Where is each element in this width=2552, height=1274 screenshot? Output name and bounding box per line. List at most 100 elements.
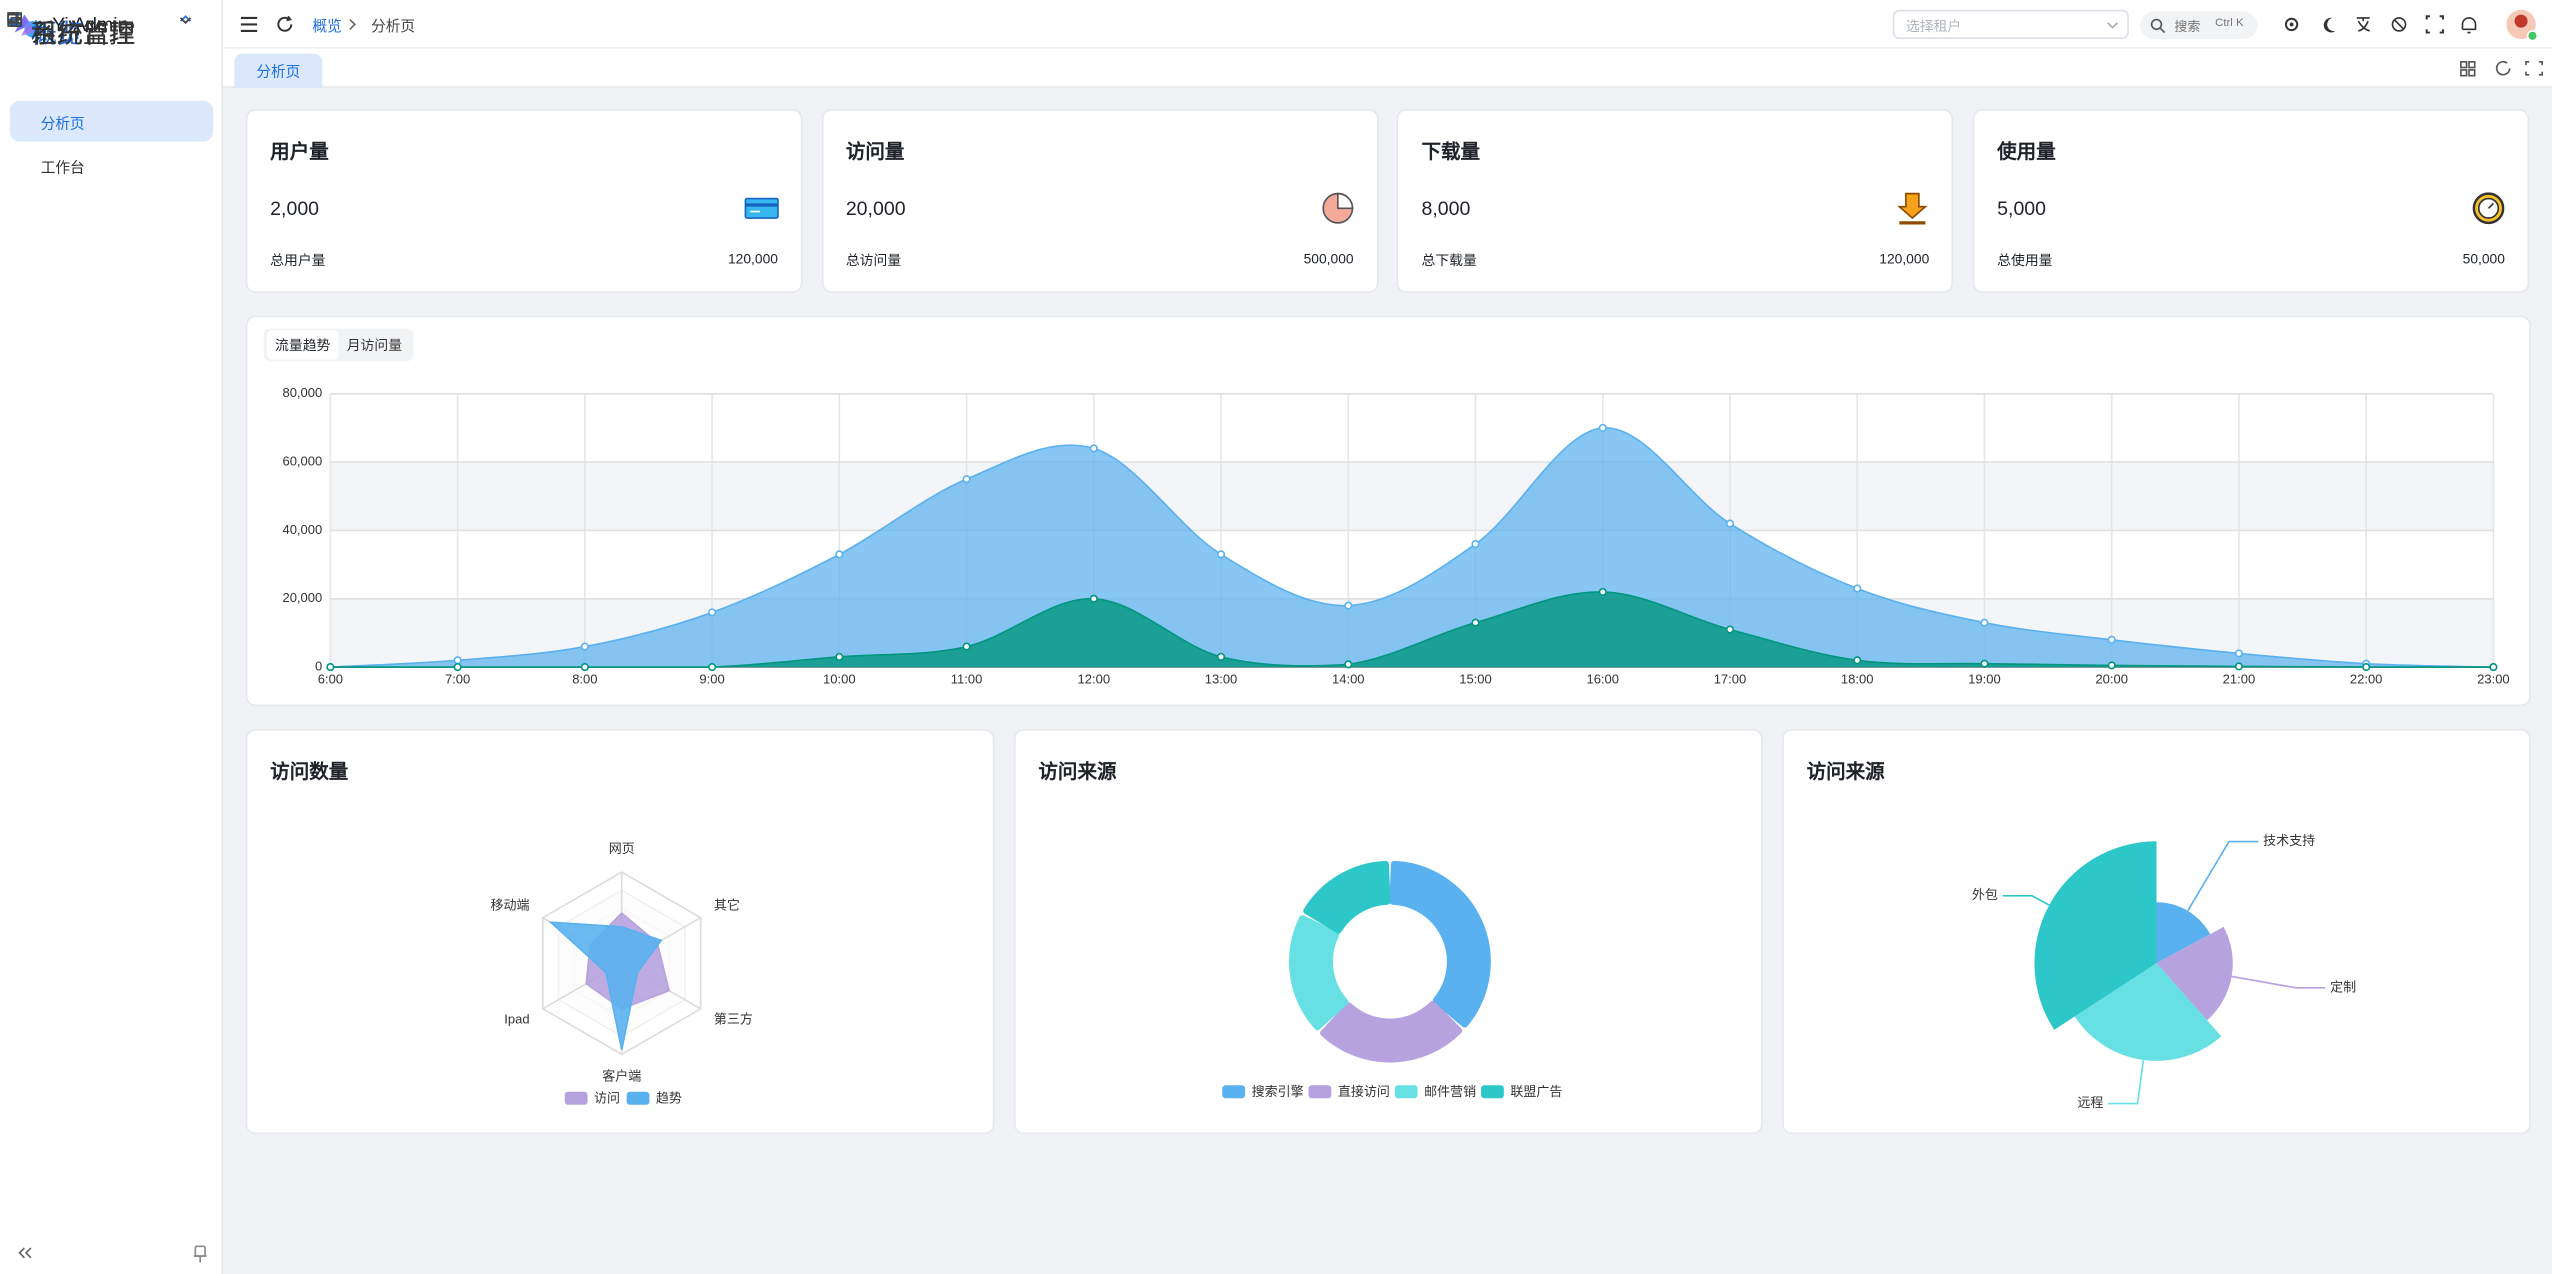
trend-panel: 6:00 7:00 8:00 9:00 10:00 11:00 12:00 13:00 14:0… bbox=[245, 315, 2531, 707]
indicator-label: Ipad bbox=[504, 1012, 529, 1027]
point bbox=[2362, 663, 2371, 672]
indicator-label: 移动端 bbox=[491, 898, 530, 913]
tab-bar: 分析页 bbox=[222, 48, 2552, 88]
menu-label: 租户管理 bbox=[30, 21, 136, 49]
card-icon bbox=[1321, 192, 1353, 224]
legend-swatch bbox=[564, 1091, 588, 1105]
point bbox=[1853, 584, 1862, 593]
tenant-select[interactable]: 选择租户 bbox=[1892, 9, 2129, 40]
y-tick-label: 60,000 bbox=[282, 454, 322, 469]
point bbox=[453, 656, 462, 665]
stat-card: 下载量 8,000 总下载量 120,000 bbox=[1397, 109, 1954, 293]
card-total-label: 总下载量 bbox=[1421, 252, 1477, 269]
legend-label: 访问 bbox=[594, 1091, 620, 1106]
rose-slice bbox=[2156, 926, 2233, 1021]
x-tick-label: 12:00 bbox=[1078, 672, 1111, 687]
submenu-item[interactable]: 工作台 bbox=[10, 145, 213, 186]
point bbox=[326, 663, 335, 672]
pin-button[interactable] bbox=[189, 1243, 212, 1263]
pie-slice bbox=[1389, 860, 1491, 1028]
point bbox=[1725, 625, 1735, 634]
search-label: 搜索 bbox=[2174, 19, 2201, 35]
legend-label: 搜索引擎 bbox=[1252, 1084, 1304, 1099]
card-total-label: 总用户量 bbox=[270, 252, 326, 269]
legend-swatch bbox=[1481, 1085, 1504, 1099]
point bbox=[708, 663, 717, 672]
indicator-label: 其它 bbox=[714, 898, 740, 913]
header: 概览 分析页 选择租户 搜索 Ctrl K bbox=[222, 0, 2552, 49]
x-tick-label: 7:00 bbox=[445, 672, 470, 687]
x-tick-label: 10:00 bbox=[823, 672, 856, 687]
card-total-label: 总使用量 bbox=[1997, 252, 2053, 269]
x-tick-label: 19:00 bbox=[1968, 672, 2001, 687]
stat-card: 使用量 5,000 总使用量 50,000 bbox=[1972, 109, 2530, 293]
legend-swatch bbox=[1222, 1085, 1246, 1099]
label-line bbox=[2187, 840, 2259, 912]
x-tick-label: 16:00 bbox=[1586, 672, 1619, 687]
point bbox=[835, 550, 844, 559]
sidebar: Yi Admin 概览 分析页 工作台 系统管理 系统监控 租户管理 bbox=[0, 0, 223, 1274]
point bbox=[2234, 649, 2244, 658]
chart-tab[interactable]: 流量趋势 bbox=[266, 330, 339, 360]
x-tick-label: 9:00 bbox=[699, 672, 724, 687]
point bbox=[962, 475, 971, 484]
card-icon bbox=[1897, 192, 1929, 225]
slice-label: 技术支持 bbox=[2263, 833, 2315, 848]
x-tick-label: 21:00 bbox=[2223, 672, 2256, 687]
point bbox=[1853, 656, 1862, 665]
point bbox=[1471, 618, 1480, 627]
point bbox=[1216, 652, 1226, 661]
submenu-item[interactable]: 分析页 bbox=[9, 100, 214, 142]
tenant-placeholder: 选择租户 bbox=[1905, 17, 1962, 35]
x-tick-label: 6:00 bbox=[318, 672, 343, 687]
stat-card: 访问量 20,000 总访问量 500,000 bbox=[821, 109, 1379, 293]
stat-card: 用户量 2,000 总用户量 120,000 bbox=[245, 109, 803, 293]
indicator-label: 客户端 bbox=[602, 1069, 641, 1084]
x-tick-label: 17:00 bbox=[1714, 672, 1747, 687]
menu-toggle[interactable] bbox=[239, 15, 259, 35]
point bbox=[708, 608, 717, 617]
x-tick-label: 20:00 bbox=[2095, 672, 2128, 687]
legend-swatch bbox=[626, 1091, 650, 1105]
rose-slice bbox=[2156, 902, 2211, 964]
point bbox=[1089, 444, 1098, 453]
point bbox=[1344, 660, 1353, 669]
x-tick-label: 22:00 bbox=[2350, 672, 2383, 687]
indicator-label: 网页 bbox=[609, 841, 635, 856]
legend-label: 直接访问 bbox=[1338, 1084, 1390, 1099]
pie-panel: 搜索引擎 直接访问 邮件营销 联盟广告 访问来源 bbox=[1013, 728, 1763, 1135]
point bbox=[2489, 663, 2498, 672]
legend-swatch bbox=[1308, 1085, 1332, 1099]
card-value: 2,000 bbox=[270, 196, 320, 220]
panel-title: 访问来源 bbox=[1806, 759, 1885, 783]
point bbox=[2107, 635, 2116, 644]
y-tick-label: 40,000 bbox=[282, 522, 322, 537]
line-chart: 6:00 7:00 8:00 9:00 10:00 11:00 12:00 13:00 14:0… bbox=[282, 385, 2509, 687]
slice-label: 远程 bbox=[2077, 1095, 2103, 1110]
breadcrumb-link[interactable]: 概览 bbox=[312, 17, 342, 35]
collapse-button[interactable] bbox=[13, 1243, 36, 1263]
card-total: 120,000 bbox=[727, 250, 778, 267]
rose-slice bbox=[2034, 841, 2157, 1030]
indicator-label: 第三方 bbox=[714, 1012, 753, 1027]
point bbox=[1598, 587, 1607, 597]
user-avatar[interactable] bbox=[2505, 8, 2541, 44]
chart-tab[interactable]: 月访问量 bbox=[346, 336, 403, 354]
refresh-button[interactable] bbox=[275, 15, 295, 35]
toolbar-icons[interactable] bbox=[2282, 15, 2542, 36]
search-box[interactable]: 搜索 Ctrl K bbox=[2140, 11, 2258, 40]
area bbox=[330, 427, 2494, 668]
x-tick-label: 13:00 bbox=[1205, 672, 1238, 687]
search-shortcut: Ctrl K bbox=[2215, 17, 2244, 30]
rose-panel: 技术支持 定制 远程 外包 访问来源 bbox=[1782, 728, 2531, 1135]
card-total-label: 总访问量 bbox=[845, 252, 902, 269]
pie-slice bbox=[1320, 1000, 1463, 1063]
menu-label: 系统管理 bbox=[30, 21, 136, 49]
breadcrumb-separator bbox=[349, 18, 356, 30]
tab-tools[interactable] bbox=[2456, 59, 2547, 79]
tab[interactable]: 分析页 bbox=[234, 53, 323, 88]
y-tick-label: 0 bbox=[315, 659, 322, 674]
point bbox=[1725, 519, 1735, 528]
